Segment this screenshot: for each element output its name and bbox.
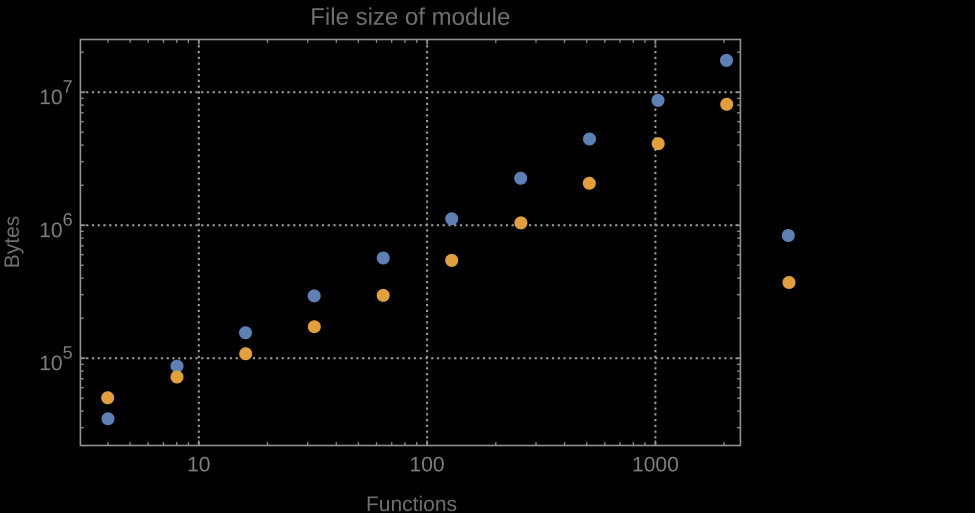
svg-text:10: 10	[187, 453, 210, 476]
svg-text:Functions: Functions	[366, 493, 457, 513]
svg-text:100: 100	[410, 453, 445, 476]
svg-text:1000: 1000	[632, 453, 679, 476]
svg-text:Bytes: Bytes	[1, 216, 24, 269]
svg-text:File size of module: File size of module	[310, 4, 510, 31]
